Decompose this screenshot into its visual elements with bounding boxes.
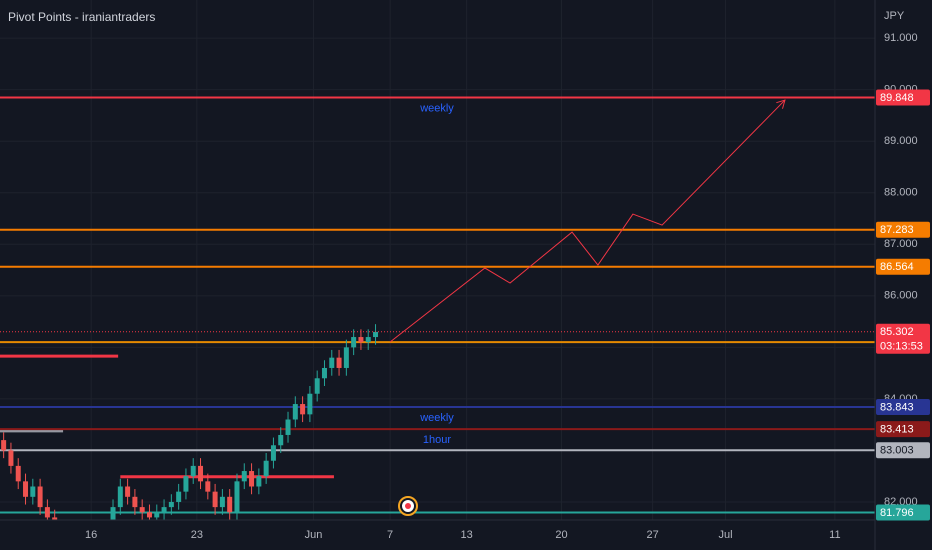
candle-body [314, 378, 320, 394]
candle-body [249, 471, 255, 487]
x-tick-label: 20 [555, 529, 567, 541]
candle-body [117, 486, 123, 508]
candle-body [321, 367, 327, 379]
candle-body [146, 512, 152, 518]
candle-body [52, 517, 58, 520]
candle-body [358, 337, 364, 343]
candle-body [168, 501, 174, 508]
x-tick-label: 23 [191, 529, 203, 541]
plot-area [0, 96, 875, 520]
candle-body [256, 476, 262, 487]
candle-body [336, 357, 342, 368]
x-tick-label: 27 [646, 529, 658, 541]
candle-body [263, 460, 269, 477]
forecast-arrowhead [776, 99, 786, 109]
price-label-box [876, 89, 930, 106]
event-icon[interactable] [398, 496, 418, 516]
candle-body [1, 440, 7, 451]
candle-body [190, 465, 196, 477]
y-tick-label: 88.000 [884, 187, 918, 199]
candle-body [300, 404, 306, 415]
candle-body [307, 393, 313, 415]
price-label-box [876, 221, 930, 238]
candle-body [198, 465, 204, 482]
price-label: 83.843 [880, 401, 914, 413]
candle-body [285, 419, 291, 435]
candle-body [154, 512, 160, 518]
candle-body [270, 445, 276, 461]
current-price-label: 85.302 [880, 326, 914, 338]
x-tick-label: 13 [461, 529, 473, 541]
level-note: 1hour [423, 434, 451, 446]
candle-body [183, 476, 189, 492]
x-tick-label: Jul [718, 529, 732, 541]
candle-body [219, 496, 225, 508]
candle-body [110, 507, 116, 520]
candle-body [176, 491, 182, 502]
price-label-box [876, 504, 930, 521]
x-tick-label: 11 [829, 529, 840, 541]
price-label: 83.003 [880, 445, 914, 457]
x-tick-label: 16 [85, 529, 97, 541]
candle-body [365, 337, 371, 343]
level-note: weekly [419, 412, 454, 424]
current-price-box [876, 323, 930, 354]
price-label-box [876, 442, 930, 459]
candle-body [44, 507, 50, 518]
candle-body [161, 507, 167, 513]
candle-body [125, 486, 131, 497]
y-tick-label: 86.000 [884, 290, 918, 302]
candle-body [329, 357, 335, 368]
price-label-box [876, 258, 930, 275]
candle-body [139, 507, 145, 513]
y-tick-label: 87.000 [884, 238, 918, 250]
candle-body [8, 450, 14, 466]
candle-body [373, 331, 379, 338]
price-label-box [876, 398, 930, 415]
chart-title: Pivot Points - iraniantraders [8, 10, 155, 24]
countdown-label: 03:13:53 [880, 341, 923, 353]
candle-body [234, 481, 240, 513]
candle-body [351, 337, 357, 348]
grid [0, 0, 875, 520]
price-label: 81.796 [880, 507, 914, 519]
price-label: 87.283 [880, 224, 914, 236]
forecast-path [389, 99, 786, 343]
x-tick-label: 7 [387, 529, 393, 541]
candle-body [227, 496, 233, 513]
candle-body [30, 486, 36, 497]
candle-body [292, 404, 298, 420]
y-tick-label: 89.000 [884, 135, 918, 147]
currency-label: JPY [884, 10, 905, 22]
candle-body [278, 434, 284, 446]
price-label: 89.848 [880, 92, 914, 104]
level-note: weekly [419, 102, 454, 114]
candle-body [23, 481, 29, 497]
candle-body [15, 465, 21, 482]
price-label-box [876, 421, 930, 438]
price-label: 83.413 [880, 424, 914, 436]
price-label: 86.564 [880, 261, 914, 273]
candle-body [212, 491, 218, 508]
candle-body [205, 481, 211, 492]
candle-body [241, 471, 247, 482]
candle-body [343, 347, 349, 368]
candle-body [132, 496, 138, 508]
x-tick-label: Jun [305, 529, 323, 541]
candle-body [37, 486, 43, 508]
y-tick-label: 91.000 [884, 32, 918, 44]
